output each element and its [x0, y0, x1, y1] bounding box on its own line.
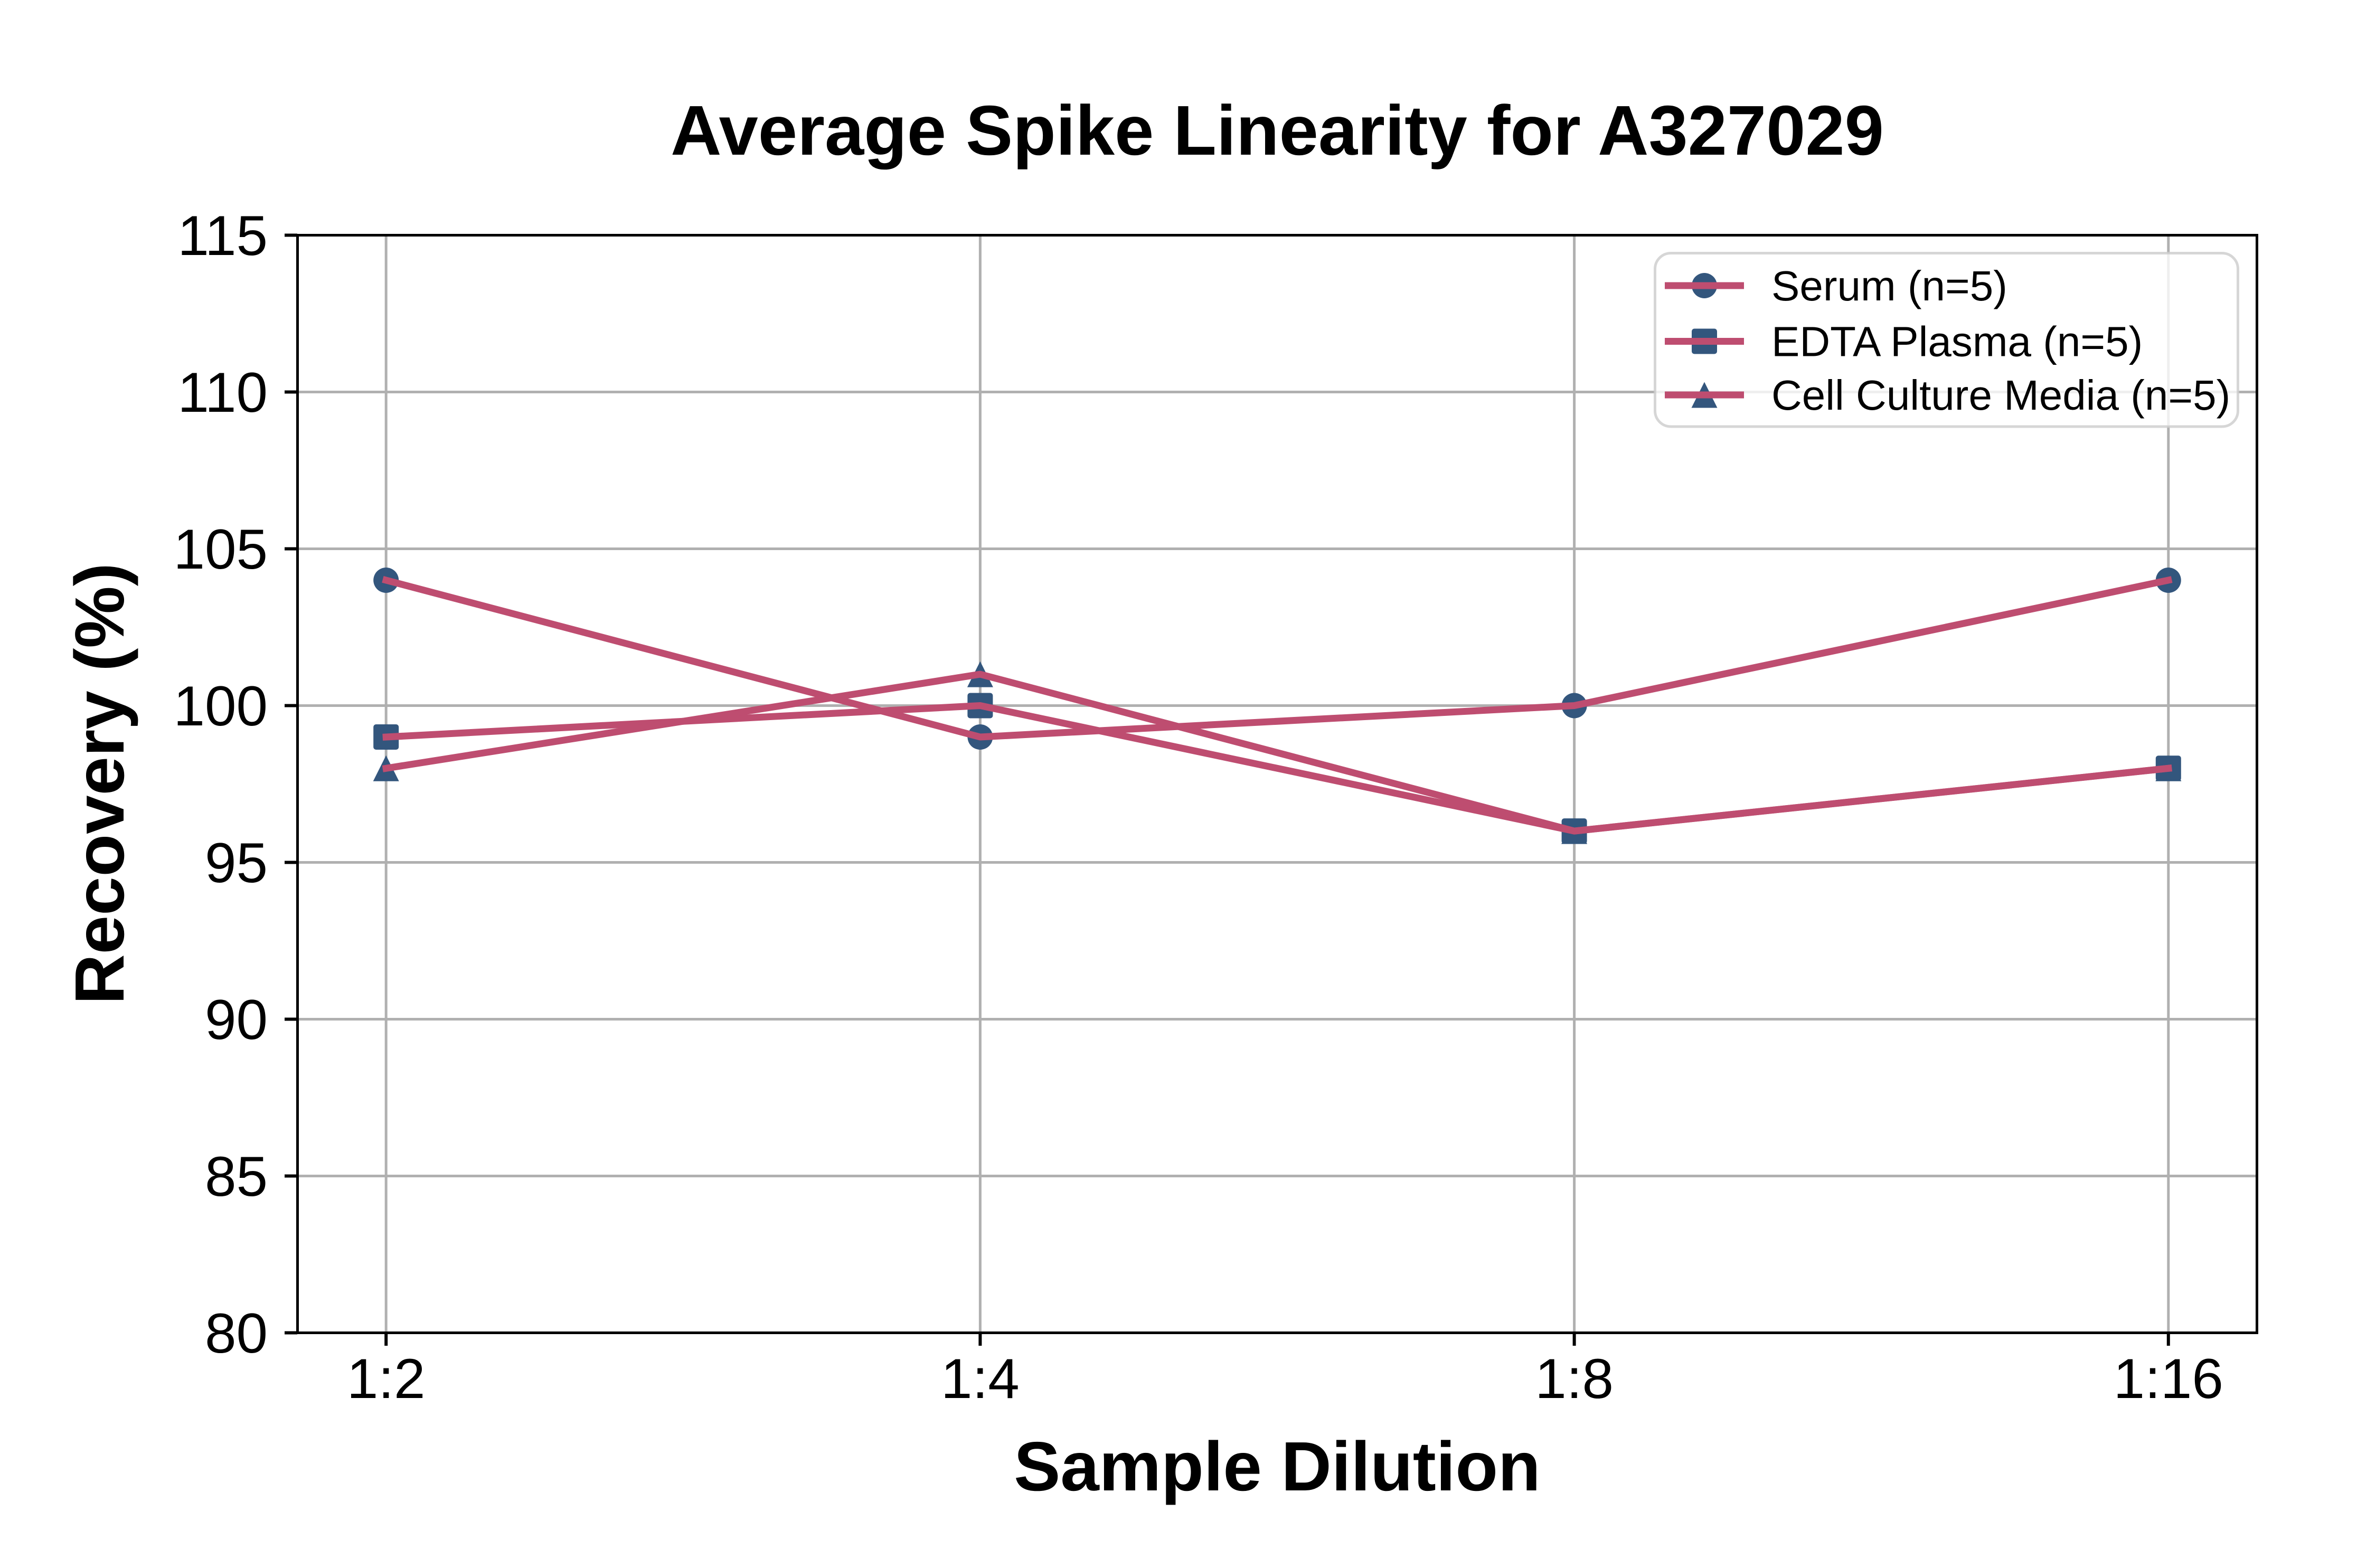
svg-text:1:16: 1:16 [2114, 1347, 2223, 1410]
svg-text:115: 115 [177, 204, 268, 267]
svg-text:1:4: 1:4 [941, 1347, 1020, 1410]
svg-text:Average Spike Linearity for A3: Average Spike Linearity for A327029 [671, 91, 1884, 170]
svg-text:Cell Culture Media (n=5): Cell Culture Media (n=5) [1771, 372, 2230, 419]
svg-text:80: 80 [205, 1301, 268, 1365]
svg-text:105: 105 [173, 517, 268, 581]
svg-text:1:8: 1:8 [1535, 1347, 1614, 1410]
svg-text:1:2: 1:2 [347, 1347, 426, 1410]
svg-text:110: 110 [177, 361, 268, 424]
svg-text:Serum (n=5): Serum (n=5) [1771, 262, 2007, 309]
svg-text:100: 100 [173, 674, 268, 738]
svg-text:90: 90 [205, 988, 268, 1051]
svg-text:85: 85 [205, 1145, 268, 1208]
svg-text:Recovery (%): Recovery (%) [61, 563, 138, 1004]
svg-text:95: 95 [205, 831, 268, 894]
svg-text:EDTA Plasma (n=5): EDTA Plasma (n=5) [1771, 318, 2143, 365]
svg-text:Sample Dilution: Sample Dilution [1014, 1428, 1540, 1505]
